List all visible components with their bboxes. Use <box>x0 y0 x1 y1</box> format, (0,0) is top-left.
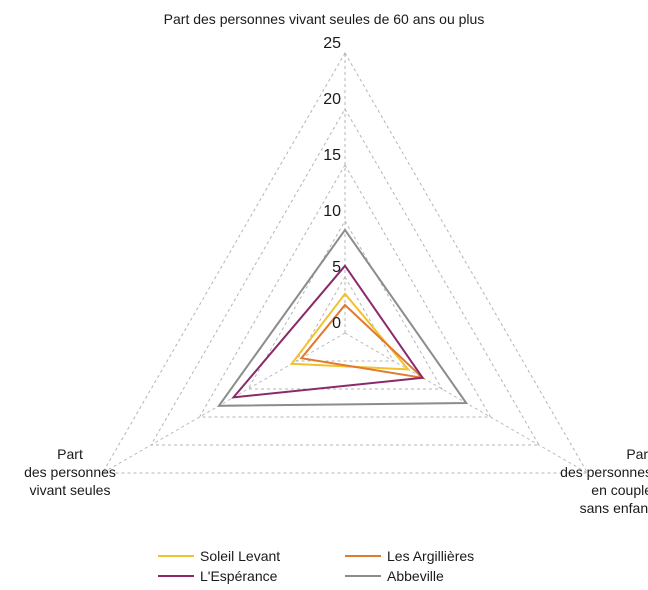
tick-label: 10 <box>323 203 341 220</box>
radial-ticks: 0 5 10 15 20 25 <box>323 35 341 332</box>
axis-label-top: Part des personnes vivant seules de 60 a… <box>163 11 485 27</box>
tick-label: 5 <box>332 259 341 276</box>
tick-label: 20 <box>323 91 341 108</box>
series-line <box>231 264 425 399</box>
grid <box>101 52 589 474</box>
series-lines <box>216 228 469 407</box>
series-line <box>216 228 469 407</box>
legend-swatch <box>345 555 381 557</box>
tick-label: 25 <box>323 35 341 52</box>
legend-swatch <box>158 555 194 557</box>
legend-label: Soleil Levant <box>200 548 281 564</box>
legend-label: Abbeville <box>387 568 444 584</box>
grid-ring <box>247 219 443 390</box>
grid-ring <box>150 107 540 446</box>
legend-swatch <box>345 575 381 577</box>
legend-label: L'Espérance <box>200 568 278 584</box>
grid-spoke <box>102 332 346 474</box>
grid-ring <box>198 164 492 418</box>
tick-label: 15 <box>323 147 341 164</box>
legend-item-abbeville: Abbeville <box>345 568 444 584</box>
axis-label-left: Part des personnes vivant seules <box>24 446 116 498</box>
grid-ring <box>101 52 589 474</box>
axis-label-right: Part des personnes en couple sans enfant <box>560 446 648 516</box>
legend-swatch <box>158 575 194 577</box>
tick-label: 0 <box>332 315 341 332</box>
series-line <box>299 303 426 380</box>
legend-item-les-argillieres: Les Argillières <box>345 548 474 564</box>
legend-label: Les Argillières <box>387 548 475 564</box>
legend-item-lesperance: L'Espérance <box>158 568 277 584</box>
grid-ring <box>295 276 395 362</box>
legend-item-soleil-levant: Soleil Levant <box>158 548 280 564</box>
